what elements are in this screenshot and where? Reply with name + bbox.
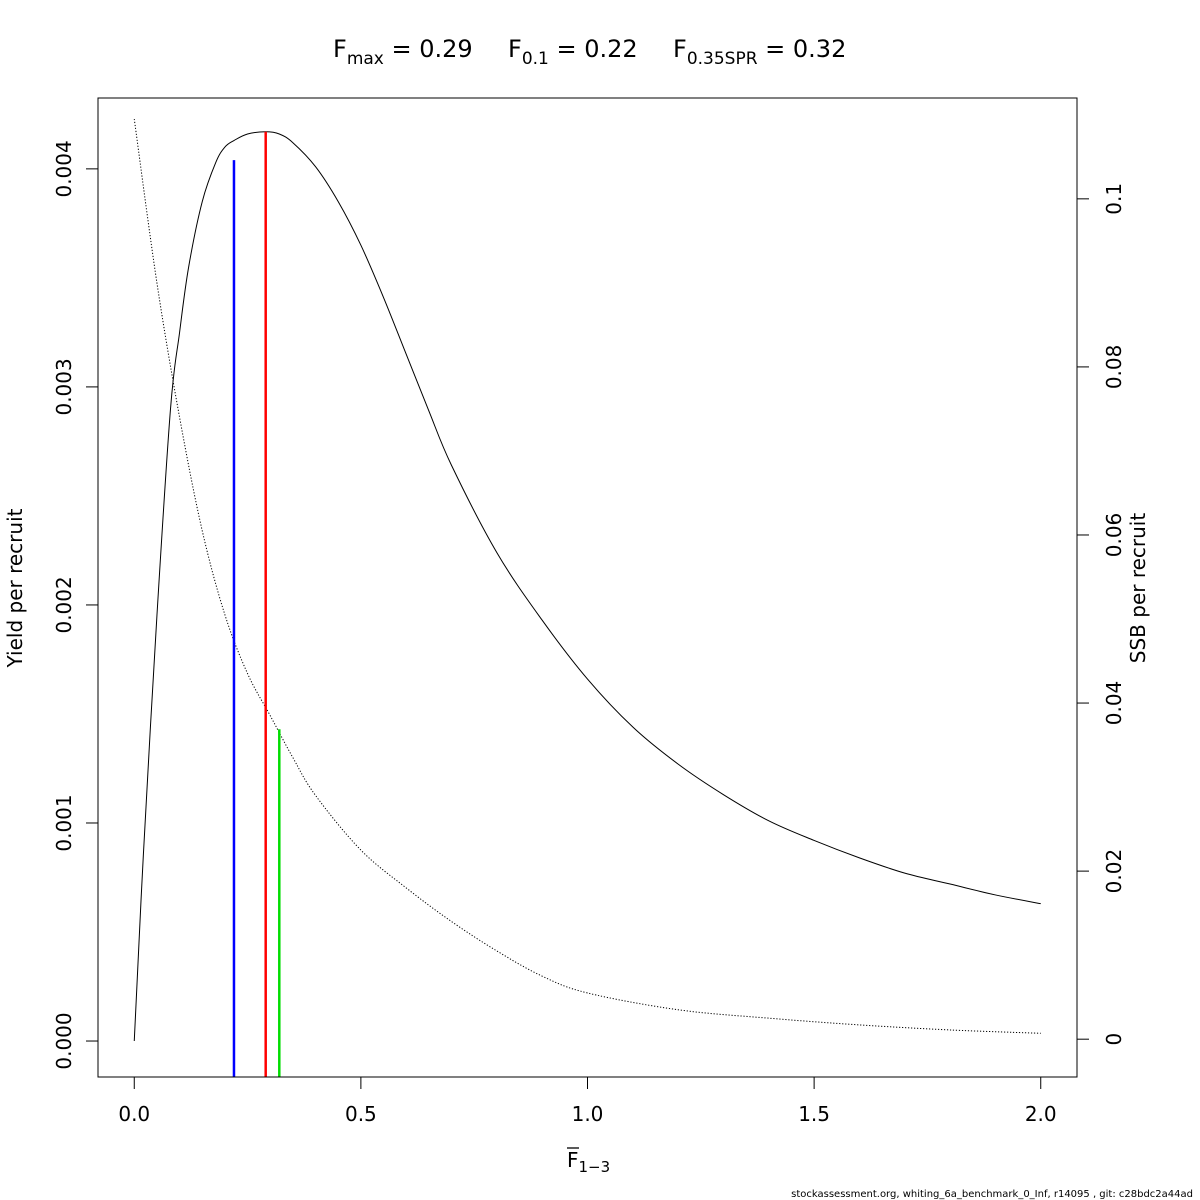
y2-axis-label: SSB per recruit: [1126, 513, 1150, 664]
x-axis: 0.0 0.5 1.0 1.5 2.0: [118, 1076, 1057, 1126]
ssb-curve: [133, 118, 1041, 1034]
title-fmax: Fmax = 0.29: [333, 35, 473, 69]
y-tick-label: 0.001: [52, 794, 76, 851]
series-layer: [133, 118, 1041, 1042]
plot-frame: [97, 97, 1078, 1078]
footer-credit: stockassessment.org, whiting_6a_benchmar…: [791, 1189, 1193, 1200]
y-tick-label: 0.000: [52, 1012, 76, 1069]
y-tick-label: 0.004: [52, 140, 76, 197]
x-tick-label: 1.5: [798, 1102, 830, 1126]
y-tick-label: 0.002: [52, 576, 76, 633]
yield-curve: [133, 131, 1041, 1042]
y2-tick-label: 0.1: [1102, 183, 1126, 215]
y2-tick-label: 0.06: [1102, 513, 1126, 558]
y2-tick-label: 0: [1102, 1033, 1126, 1046]
x-tick-label: 0.0: [118, 1102, 150, 1126]
title-f01: F0.1 = 0.22: [508, 35, 638, 69]
x-tick-label: 1.0: [572, 1102, 604, 1126]
y-axis-label: Yield per recruit: [3, 508, 27, 668]
y-axis-right: 0 0.02 0.04 0.06 0.08 0.1: [1076, 183, 1126, 1046]
title-fspr: F0.35SPR = 0.32: [673, 35, 846, 69]
x-axis-label: F1−3: [567, 1148, 610, 1176]
y2-tick-label: 0.02: [1102, 849, 1126, 894]
x-tick-label: 2.0: [1025, 1102, 1057, 1126]
y2-tick-label: 0.08: [1102, 345, 1126, 390]
y2-tick-label: 0.04: [1102, 681, 1126, 726]
y-axis-left: 0.000 0.001 0.002 0.003 0.004: [52, 140, 99, 1070]
y-tick-label: 0.003: [52, 358, 76, 415]
reference-lines: [232, 131, 281, 1077]
x-tick-label: 0.5: [345, 1102, 377, 1126]
